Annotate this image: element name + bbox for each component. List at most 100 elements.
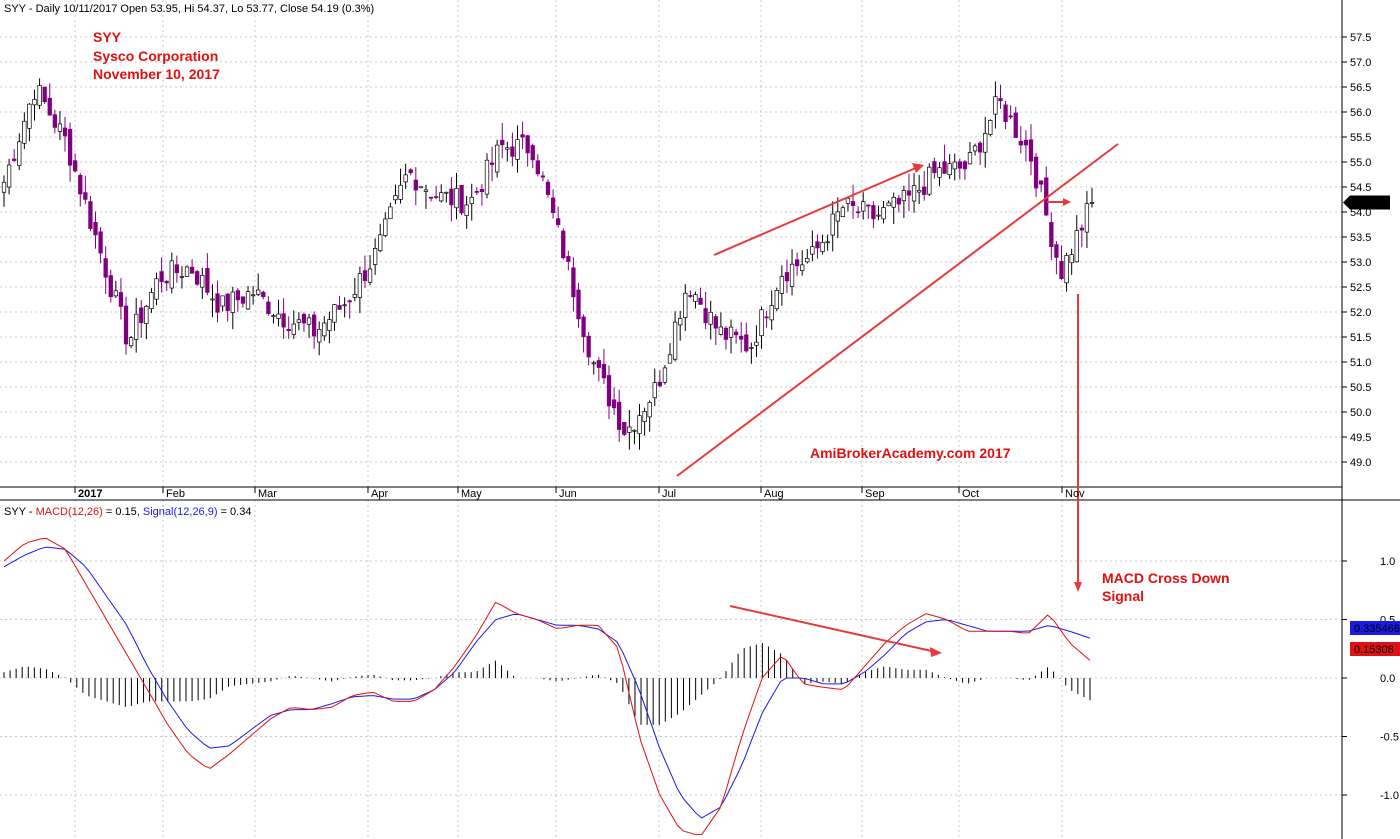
candle-body <box>291 323 296 335</box>
x-ticks: 2017 Feb Mar Apr May Jun Jul Aug Sep Oct Nov <box>74 487 1085 500</box>
signal-value-tag: 0.335466 <box>1350 621 1400 635</box>
price-tick-label: 57.5 <box>1350 32 1371 44</box>
candle-body <box>1064 255 1069 284</box>
candle-body <box>591 362 596 365</box>
candle-body <box>169 260 174 289</box>
candle-body <box>469 196 474 205</box>
candle-body <box>27 103 32 129</box>
price-tick-label: 56.5 <box>1350 82 1371 94</box>
candle-body <box>352 293 357 298</box>
candle-body <box>540 175 546 178</box>
candle-body <box>266 301 271 315</box>
candle-body <box>484 159 490 195</box>
candle-body <box>67 128 73 166</box>
candle-body <box>703 308 708 324</box>
candle-body <box>988 120 993 135</box>
candle-body <box>317 328 322 343</box>
candle-body <box>754 341 759 346</box>
x-tick-label: Nov <box>1065 488 1085 500</box>
candle-body <box>525 135 530 154</box>
candle-body <box>733 331 739 336</box>
candle-body <box>779 276 785 294</box>
candle-body <box>1069 254 1074 264</box>
candle-body <box>240 296 246 304</box>
candle-body <box>73 160 78 172</box>
macd-divergence-arrowhead <box>930 647 942 657</box>
macd-note-line2: Signal <box>1102 588 1144 604</box>
candle-body <box>372 248 378 265</box>
candle-body <box>632 429 637 432</box>
candle-body <box>1033 156 1039 189</box>
candle-body <box>805 258 810 263</box>
candle-body <box>418 186 424 189</box>
candle-body <box>1023 139 1029 146</box>
candle-body <box>184 266 190 277</box>
candle-body <box>134 313 139 340</box>
candle-body <box>1013 112 1018 138</box>
candle-body <box>581 316 586 337</box>
candle-body <box>759 309 764 337</box>
macd-value-tag: 0.15308 <box>1350 642 1400 656</box>
candle-body <box>932 161 937 174</box>
candle-body <box>891 196 896 208</box>
candle-body <box>144 306 149 324</box>
x-tick-label: Jun <box>559 488 577 500</box>
candle-body <box>464 204 469 216</box>
candle-body <box>505 147 510 150</box>
candle-body <box>942 161 947 174</box>
candle-body <box>337 305 342 310</box>
last-price-label: 54.19 <box>1356 198 1384 210</box>
candle-body <box>210 298 215 301</box>
candle-body <box>479 188 485 193</box>
candle-body <box>820 242 825 252</box>
candle-body <box>159 271 164 283</box>
candle-body <box>637 415 642 434</box>
candle-body <box>205 268 210 293</box>
price-tick-label: 53.5 <box>1350 232 1371 244</box>
price-tick-label: 54.5 <box>1350 182 1371 194</box>
candle-body <box>195 271 200 285</box>
candle-body <box>52 114 57 128</box>
candle-body <box>606 375 612 407</box>
macd-tick-label: 0.0 <box>1380 673 1395 685</box>
candle-body <box>617 401 622 430</box>
candle-body <box>972 145 978 152</box>
candle-body <box>1054 244 1059 258</box>
candle-body <box>164 280 169 284</box>
candle-body <box>256 289 261 295</box>
candle-body <box>789 263 795 287</box>
candle-body <box>489 162 495 165</box>
candle-body <box>42 86 47 103</box>
macd-line <box>3 537 1091 836</box>
candle-body <box>78 175 83 195</box>
candle-body <box>576 289 581 320</box>
candle-body <box>250 294 256 297</box>
candle-body <box>871 205 876 220</box>
candle-body <box>103 258 108 278</box>
candle-body <box>17 141 22 166</box>
candle-body <box>6 164 12 188</box>
candle-body <box>47 97 52 116</box>
x-tick-label: Feb <box>166 488 185 500</box>
macd-prefix: SYY - <box>4 506 36 518</box>
candle-body <box>271 315 276 317</box>
candle-body <box>657 381 663 387</box>
candle-body <box>230 291 235 313</box>
price-tick-label: 55.5 <box>1350 132 1371 144</box>
candle-body <box>896 197 901 205</box>
candle-body <box>739 335 744 340</box>
candle-body <box>332 304 337 323</box>
candle-body <box>342 304 347 307</box>
price-tick-label: 56.0 <box>1350 107 1371 119</box>
price-tick-label: 55.0 <box>1350 157 1371 169</box>
candle-body <box>830 213 835 236</box>
candle-body <box>306 317 312 325</box>
price-tick-label: 50.0 <box>1350 407 1371 419</box>
candle-body <box>840 207 846 218</box>
macd-last-label: 0.15308 <box>1354 644 1394 656</box>
candle-body <box>37 85 42 106</box>
signal-last-label: 0.335466 <box>1354 623 1400 635</box>
candle-body <box>967 152 973 165</box>
candle-body <box>1084 203 1090 233</box>
